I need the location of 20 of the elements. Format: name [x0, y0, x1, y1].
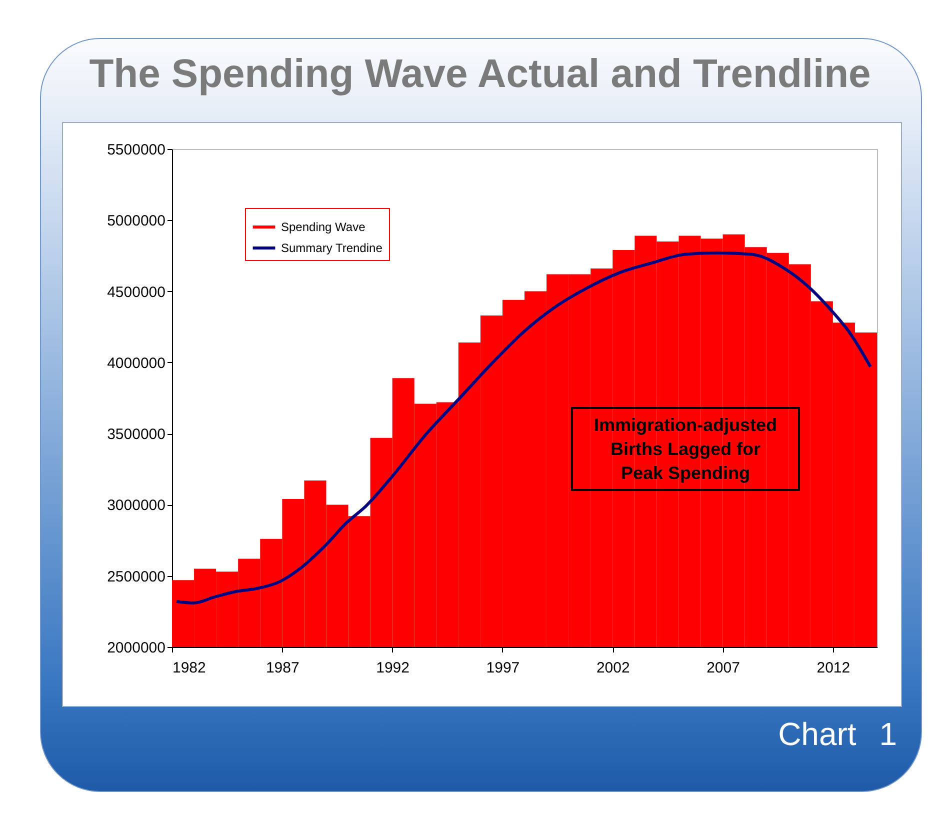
annotation: Immigration-adjusted Births Lagged for Peak Spending — [571, 407, 800, 491]
x-tick-label: 1987 — [266, 660, 300, 676]
x-tick-label: 1997 — [486, 660, 520, 676]
x-tick-label: 1992 — [376, 660, 410, 676]
legend-label: Spending Wave — [281, 220, 366, 234]
y-tick-label: 4500000 — [107, 284, 166, 301]
x-tick-label: 2007 — [706, 660, 740, 676]
caption: Chart 1 — [778, 716, 897, 753]
y-tick-label: 2500000 — [107, 568, 166, 586]
y-tick-label: 5000000 — [107, 212, 166, 230]
y-tick-label: 2000000 — [107, 640, 166, 656]
y-tick-label: 3500000 — [107, 426, 166, 444]
x-tick-label: 2002 — [596, 660, 630, 676]
x-tick-label: 2012 — [816, 660, 850, 676]
y-tick-label: 5500000 — [107, 142, 166, 158]
x-tick-label: 1982 — [172, 660, 206, 676]
y-tick-label: 3000000 — [107, 497, 166, 514]
legend-label: Summary Trendine — [281, 241, 383, 255]
y-tick-label: 4000000 — [107, 354, 166, 372]
chart-title: The Spending Wave Actual and Trendline — [88, 52, 872, 97]
